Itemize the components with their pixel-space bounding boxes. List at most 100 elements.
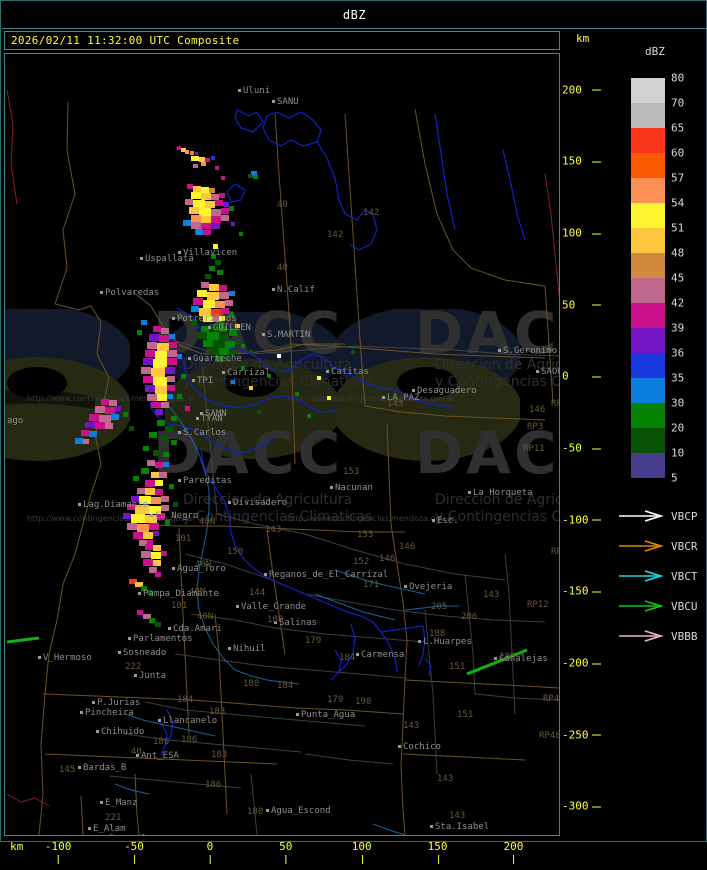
place-marker-dot: [468, 491, 471, 494]
place-label: Carrizal: [227, 368, 271, 378]
place-label: Pareditas: [183, 476, 232, 486]
colorbar-band-7: [631, 253, 665, 278]
road-label: 205: [431, 602, 448, 612]
y-tick--100: -100: [562, 513, 601, 526]
road-label: 40: [131, 747, 142, 757]
colorbar-label-51: 51: [671, 221, 685, 235]
place-marker-dot: [188, 357, 191, 360]
vbcp-arrow-icon: [619, 510, 664, 522]
colorbar-label-48: 48: [671, 246, 685, 260]
colorbar-label-36: 36: [671, 346, 685, 360]
vector-legend-label: VBCT: [671, 569, 698, 583]
place-marker-dot: [172, 317, 175, 320]
road-label: 188: [429, 629, 446, 639]
vbcr-arrow-icon: [619, 540, 664, 552]
place-marker-dot: [92, 701, 95, 704]
place-marker-dot: [150, 514, 153, 517]
place-marker-dot: [100, 291, 103, 294]
place-label: Cochico: [403, 742, 441, 752]
place-label: Pincheira: [85, 708, 134, 718]
place-marker-dot: [274, 621, 277, 624]
x-axis: km -100 -50 0 50 100 150 200: [4, 838, 610, 870]
road-label: RP3: [527, 422, 544, 432]
legend-panel: dBZ 80 70 65 60 57 54 51 48 45 42 39 36 35 30 20 10 5 VB…: [613, 31, 705, 840]
place-marker-dot: [78, 503, 81, 506]
place-label: P.Jurias: [97, 698, 141, 708]
place-label: Nihuil: [233, 644, 266, 654]
y-tick--200: -200: [562, 657, 601, 670]
place-label: Ovejeria: [409, 582, 453, 592]
colorbar-band-15: [631, 453, 665, 478]
place-label: E_Alam: [93, 824, 126, 834]
place-marker-dot: [136, 754, 139, 757]
colorbar-label-35: 35: [671, 371, 685, 385]
vector-legend-label: VBCU: [671, 599, 698, 613]
colorbar-band-12: [631, 378, 665, 403]
place-marker-dot: [238, 89, 241, 92]
road-label: 153: [343, 467, 360, 477]
colorbar-label-57: 57: [671, 171, 685, 185]
vector-legend-row-VBCR: VBCR: [617, 531, 707, 561]
colorbar-band-6: [631, 228, 665, 253]
place-label: L.Huarpes: [423, 637, 472, 647]
vector-legend-row-VBCU: VBCU: [617, 591, 707, 621]
road-label: 153: [357, 530, 374, 540]
road-label: 221: [105, 813, 122, 823]
place-marker-dot: [356, 653, 359, 656]
road-label: 152: [353, 557, 370, 567]
place-label: Ant_ESA: [141, 751, 179, 761]
road-label: 146: [399, 542, 416, 552]
place-marker-dot: [138, 592, 141, 595]
legend-title: dBZ: [645, 45, 665, 58]
road-label: RP48: [543, 694, 560, 704]
road-label: 184: [277, 681, 294, 691]
place-label: Divisadero: [233, 498, 288, 508]
road-label: RP11: [523, 444, 545, 454]
place-marker-dot: [140, 257, 143, 260]
road-label: 40: [277, 200, 288, 210]
place-label: Llancanelo: [163, 716, 218, 726]
place-label: S.MARTIN: [267, 330, 311, 340]
window-title-text: dBZ: [342, 8, 367, 22]
road-label: RP12: [527, 600, 549, 610]
vbct-arrow-icon: [619, 570, 664, 582]
road-label: 183: [211, 750, 228, 760]
colorbar-band-13: [631, 403, 665, 428]
road-label: 186: [153, 737, 170, 747]
colorbar-band-2: [631, 128, 665, 153]
place-marker-dot: [80, 711, 83, 714]
radar-map-canvas: DACC DACC DACC DACC Direccion de Agricul…: [5, 54, 559, 835]
place-label: Uspallata: [145, 254, 194, 264]
place-label: Villavicen: [183, 248, 238, 258]
colorbar-band-5: [631, 203, 665, 228]
place-label: Punta_Agua: [301, 710, 356, 720]
place-marker-dot: [382, 396, 385, 399]
place-label: SAMN: [205, 409, 227, 419]
place-label: Agua_Escond: [271, 806, 331, 816]
place-label: TPI: [197, 376, 214, 386]
place-label: Canalejas: [499, 654, 548, 664]
place-label: GUILLEN: [213, 323, 251, 333]
place-marker-dot: [418, 640, 421, 643]
vector-legend-label: VBCR: [671, 539, 698, 553]
road-label: 179: [305, 636, 322, 646]
place-label: N.Calif: [277, 285, 315, 295]
place-label: Sta.Isabel: [435, 822, 490, 832]
timestamp-bar: 2026/02/11 11:32:00 UTC Composite: [4, 31, 560, 50]
colorbar-label-80: 80: [671, 71, 685, 85]
road-label: 143: [387, 399, 404, 409]
colorbar-label-39: 39: [671, 321, 685, 335]
colorbar-band-10: [631, 328, 665, 353]
place-marker-dot: [398, 745, 401, 748]
colorbar[interactable]: [631, 78, 665, 478]
place-marker-dot: [100, 801, 103, 804]
place-label: Guarteche: [193, 354, 242, 364]
colorbar-label-54: 54: [671, 196, 685, 210]
road-label: 40N: [199, 517, 216, 527]
y-axis: 200 150 100 50 0 -50 -100 -150 -200 -250 -300: [562, 53, 610, 836]
road-label: 180: [243, 679, 260, 689]
place-label: Nacunan: [335, 483, 373, 493]
radar-map[interactable]: DACC DACC DACC DACC Direccion de Agricul…: [4, 53, 560, 836]
y-tick-100: 100: [562, 227, 601, 240]
